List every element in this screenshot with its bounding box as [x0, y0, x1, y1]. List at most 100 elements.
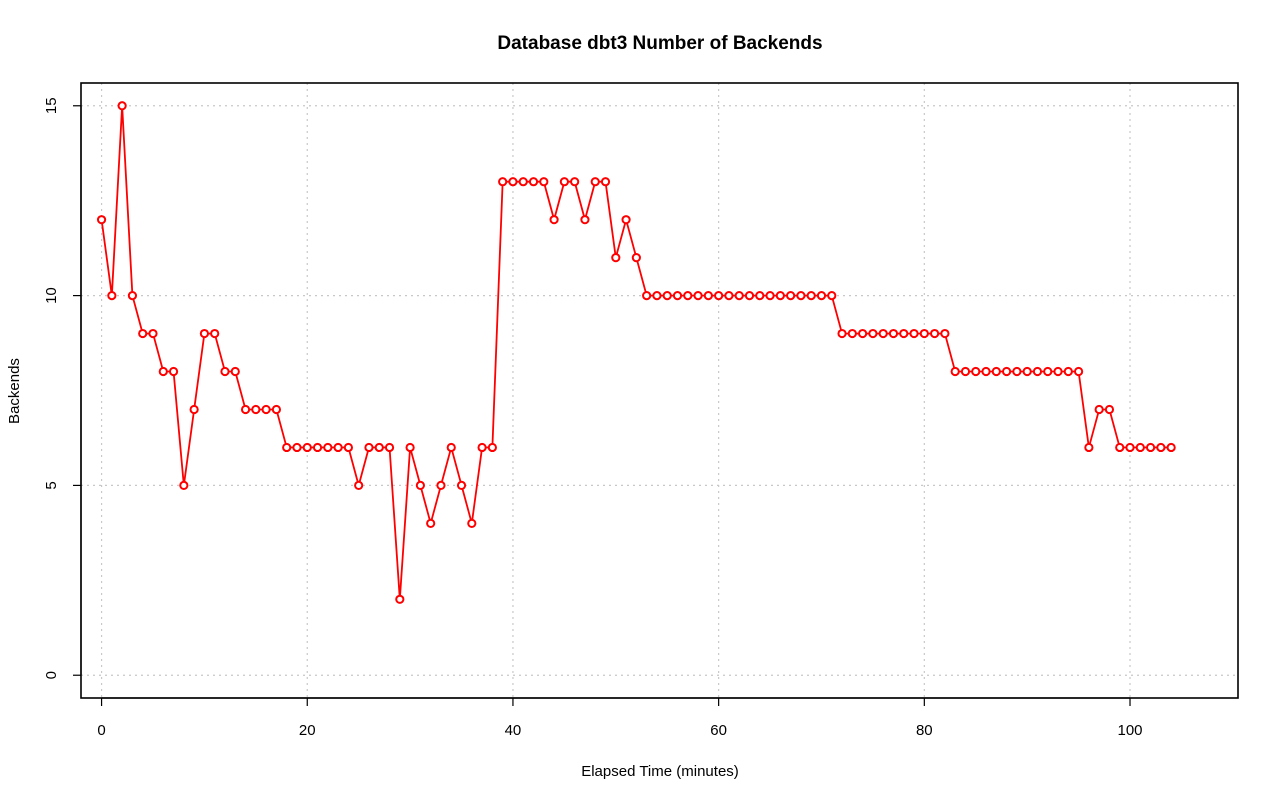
- data-point: [240, 404, 251, 415]
- data-point: [364, 442, 374, 453]
- data-point: [672, 290, 683, 301]
- data-point: [1032, 366, 1043, 377]
- data-point: [683, 290, 693, 301]
- data-point: [354, 480, 364, 491]
- data-point: [539, 177, 549, 187]
- data-point: [930, 328, 940, 339]
- data-point: [456, 480, 467, 491]
- data-point: [621, 215, 631, 225]
- data-point: [816, 290, 827, 301]
- data-point: [580, 215, 590, 225]
- data-point: [1166, 442, 1176, 453]
- data-point: [528, 177, 539, 187]
- data-point: [138, 328, 148, 339]
- x-tick-label: 80: [916, 722, 933, 739]
- data-point: [549, 215, 559, 225]
- data-point: [436, 480, 446, 491]
- data-point: [302, 442, 312, 453]
- data-point: [981, 366, 991, 377]
- data-point: [744, 290, 755, 301]
- data-point: [1084, 442, 1094, 453]
- data-point: [1022, 366, 1032, 377]
- data-point: [827, 290, 837, 301]
- data-point: [559, 177, 569, 187]
- data-point: [642, 290, 652, 301]
- x-tick-label: 20: [299, 722, 316, 739]
- data-point: [312, 442, 323, 453]
- data-point: [374, 442, 384, 453]
- data-point: [333, 442, 343, 453]
- data-point: [487, 442, 497, 453]
- data-point: [693, 290, 703, 301]
- data-point: [415, 480, 425, 491]
- data-point: [909, 328, 919, 339]
- data-point: [1063, 366, 1073, 377]
- data-point: [724, 290, 734, 301]
- data-point: [508, 177, 518, 187]
- data-point: [127, 290, 138, 301]
- data-point: [1104, 404, 1115, 415]
- x-tick-label: 0: [97, 722, 105, 739]
- data-point: [498, 177, 508, 187]
- data-point: [96, 215, 107, 225]
- data-point: [919, 328, 929, 339]
- data-point: [600, 177, 611, 187]
- data-point: [395, 594, 405, 604]
- data-point: [1053, 366, 1063, 377]
- data-point: [1145, 442, 1156, 453]
- data-point: [662, 290, 672, 301]
- data-point: [271, 404, 282, 415]
- data-point: [467, 518, 477, 528]
- data-point: [158, 366, 168, 377]
- data-point: [477, 442, 487, 453]
- data-point: [261, 404, 271, 415]
- data-points: [96, 101, 1176, 604]
- data-point: [251, 404, 261, 415]
- data-point: [1043, 366, 1053, 377]
- data-point: [446, 442, 456, 453]
- data-point: [899, 328, 909, 339]
- data-point: [570, 177, 580, 187]
- data-point: [703, 290, 713, 301]
- data-point: [1012, 366, 1022, 377]
- data-point: [714, 290, 724, 301]
- data-point: [384, 442, 395, 453]
- y-tick-label: 5: [43, 481, 60, 489]
- chart-title: Database dbt3 Number of Backends: [497, 33, 822, 54]
- data-point: [786, 290, 796, 301]
- data-point: [590, 177, 600, 187]
- x-tick-label: 60: [710, 722, 727, 739]
- data-point: [631, 253, 641, 263]
- data-point: [950, 366, 960, 377]
- data-point: [652, 290, 662, 301]
- data-point: [847, 328, 857, 339]
- data-point: [960, 366, 971, 377]
- data-point: [1002, 366, 1012, 377]
- data-point: [765, 290, 775, 301]
- data-point: [179, 480, 189, 491]
- data-point: [148, 328, 158, 339]
- data-point: [1135, 442, 1145, 453]
- data-point: [230, 366, 240, 377]
- data-point: [199, 328, 210, 339]
- x-tick-label: 40: [505, 722, 522, 739]
- data-point: [611, 253, 621, 263]
- data-point: [282, 442, 292, 453]
- y-tick-label: 0: [43, 671, 60, 679]
- data-point: [971, 366, 981, 377]
- data-point: [1115, 442, 1125, 453]
- series-line: [100, 105, 1172, 600]
- data-point: [888, 328, 899, 339]
- data-point: [796, 290, 806, 301]
- plot-frame: [80, 82, 1239, 699]
- data-point: [1094, 404, 1104, 415]
- data-point: [210, 328, 220, 339]
- data-point: [426, 518, 436, 528]
- data-point: [806, 290, 816, 301]
- data-point: [405, 442, 415, 453]
- x-tick-label: 100: [1117, 722, 1142, 739]
- data-point: [734, 290, 744, 301]
- data-point: [189, 404, 199, 415]
- data-point: [1125, 442, 1135, 453]
- data-point: [117, 101, 127, 111]
